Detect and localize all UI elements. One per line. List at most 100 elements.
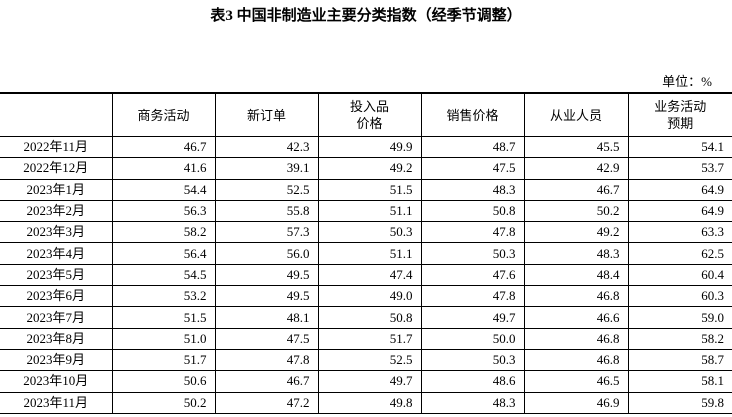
header-row: 商务活动 新订单 投入品 价格 销售价格 从业人员 业务活动 预期 — [0, 92, 732, 137]
table-cell: 55.8 — [214, 199, 319, 223]
table-cell: 60.4 — [627, 263, 732, 287]
table-cell: 46.8 — [523, 348, 629, 372]
table-cell: 60.3 — [627, 285, 732, 308]
table-cell: 59.0 — [627, 306, 732, 329]
table-cell: 42.3 — [214, 135, 319, 159]
header-cell: 投入品 价格 — [317, 92, 422, 137]
table-row: 2023年3月 58.2 57.3 50.3 47.8 49.2 63.3 — [0, 221, 732, 244]
table-cell: 58.1 — [627, 370, 732, 393]
table-cell: 45.5 — [523, 135, 629, 159]
table-title: 表3 中国非制造业主要分类指数（经季节调整） — [210, 8, 522, 24]
table-cell: 46.8 — [523, 327, 629, 350]
table-cell: 39.1 — [214, 157, 319, 180]
row-label: 2023年2月 — [0, 199, 113, 223]
table-cell: 47.5 — [214, 327, 319, 350]
table-cell: 53.2 — [111, 285, 216, 308]
row-label: 2023年7月 — [0, 306, 113, 329]
table-cell: 51.7 — [317, 327, 422, 350]
table-cell: 51.1 — [317, 199, 422, 223]
table-cell: 49.7 — [317, 370, 422, 393]
table-cell: 52.5 — [317, 348, 422, 372]
table-cell: 54.4 — [111, 178, 216, 201]
table-cell: 47.4 — [317, 263, 422, 287]
row-label: 2023年10月 — [0, 370, 113, 393]
table-cell: 46.7 — [214, 370, 319, 393]
table-cell: 47.6 — [420, 263, 525, 287]
table-row: 2023年4月 56.4 56.0 51.1 50.3 48.3 62.5 — [0, 242, 732, 265]
table-cell: 46.7 — [523, 178, 629, 201]
table-cell: 49.5 — [214, 263, 319, 287]
row-label: 2023年11月 — [0, 391, 113, 414]
table-cell: 56.4 — [111, 242, 216, 265]
table-row: 2023年7月 51.5 48.1 50.8 49.7 46.6 59.0 — [0, 306, 732, 329]
table-cell: 49.0 — [317, 285, 422, 308]
table-body: 2022年11月 46.7 42.3 49.9 48.7 45.5 54.1 2022年12月… — [0, 135, 732, 414]
table-cell: 53.7 — [627, 157, 732, 180]
table-cell: 49.2 — [523, 221, 629, 244]
row-label: 2022年12月 — [0, 157, 113, 180]
table-cell: 62.5 — [627, 242, 732, 265]
header-cell: 业务活动 预期 — [627, 92, 732, 137]
table-cell: 50.3 — [317, 221, 422, 244]
table-cell: 52.5 — [214, 178, 319, 201]
table-cell: 48.7 — [420, 135, 525, 159]
table-cell: 49.7 — [420, 306, 525, 329]
table-cell: 48.3 — [420, 391, 525, 414]
table-cell: 46.8 — [523, 285, 629, 308]
row-label: 2023年4月 — [0, 242, 113, 265]
table-cell: 51.5 — [111, 306, 216, 329]
header-cell: 销售价格 — [420, 92, 525, 137]
row-label: 2023年9月 — [0, 348, 113, 372]
table-cell: 50.3 — [420, 348, 525, 372]
unit-label: 单位：% — [662, 74, 712, 89]
table-cell: 58.2 — [627, 327, 732, 350]
row-label: 2023年1月 — [0, 178, 113, 201]
table-cell: 50.2 — [523, 199, 629, 223]
table-cell: 64.9 — [627, 199, 732, 223]
header-cell: 从业人员 — [523, 92, 629, 137]
header-cell: 新订单 — [214, 92, 319, 137]
table-cell: 54.5 — [111, 263, 216, 287]
table-row: 2023年11月 50.2 47.2 49.8 48.3 46.9 59.8 — [0, 391, 732, 414]
row-label: 2023年3月 — [0, 221, 113, 244]
table-cell: 57.3 — [214, 221, 319, 244]
table-row: 2023年2月 56.3 55.8 51.1 50.8 50.2 64.9 — [0, 199, 732, 223]
table-cell: 42.9 — [523, 157, 629, 180]
table-cell: 46.5 — [523, 370, 629, 393]
table-cell: 64.9 — [627, 178, 732, 201]
table-cell: 49.5 — [214, 285, 319, 308]
table-row: 2023年6月 53.2 49.5 49.0 47.8 46.8 60.3 — [0, 285, 732, 308]
table-row: 2023年1月 54.4 52.5 51.5 48.3 46.7 64.9 — [0, 178, 732, 201]
row-label: 2022年11月 — [0, 135, 113, 159]
table-cell: 49.8 — [317, 391, 422, 414]
table-cell: 51.5 — [317, 178, 422, 201]
table-cell: 58.2 — [111, 221, 216, 244]
table-cell: 41.6 — [111, 157, 216, 180]
table-row: 2023年10月 50.6 46.7 49.7 48.6 46.5 58.1 — [0, 370, 732, 393]
table-cell: 49.2 — [317, 157, 422, 180]
table-row: 2023年8月 51.0 47.5 51.7 50.0 46.8 58.2 — [0, 327, 732, 350]
table-cell: 50.8 — [420, 199, 525, 223]
row-label: 2023年8月 — [0, 327, 113, 350]
table-cell: 48.1 — [214, 306, 319, 329]
table-cell: 56.3 — [111, 199, 216, 223]
table-row: 2023年9月 51.7 47.8 52.5 50.3 46.8 58.7 — [0, 348, 732, 372]
table-cell: 56.0 — [214, 242, 319, 265]
table-cell: 59.8 — [627, 391, 732, 414]
table-cell: 47.2 — [214, 391, 319, 414]
table-cell: 50.8 — [317, 306, 422, 329]
table-row: 2023年5月 54.5 49.5 47.4 47.6 48.4 60.4 — [0, 263, 732, 287]
table-cell: 47.5 — [420, 157, 525, 180]
table-cell: 58.7 — [627, 348, 732, 372]
row-label: 2023年6月 — [0, 285, 113, 308]
table-cell: 51.7 — [111, 348, 216, 372]
table-header: 商务活动 新订单 投入品 价格 销售价格 从业人员 业务活动 预期 — [0, 92, 732, 137]
data-table: 商务活动 新订单 投入品 价格 销售价格 从业人员 业务活动 预期 2022年11月 46.… — [0, 92, 732, 414]
row-label: 2023年5月 — [0, 263, 113, 287]
table-cell: 50.2 — [111, 391, 216, 414]
table-cell: 48.3 — [523, 242, 629, 265]
table-cell: 46.9 — [523, 391, 629, 414]
table-cell: 48.4 — [523, 263, 629, 287]
table-cell: 46.7 — [111, 135, 216, 159]
